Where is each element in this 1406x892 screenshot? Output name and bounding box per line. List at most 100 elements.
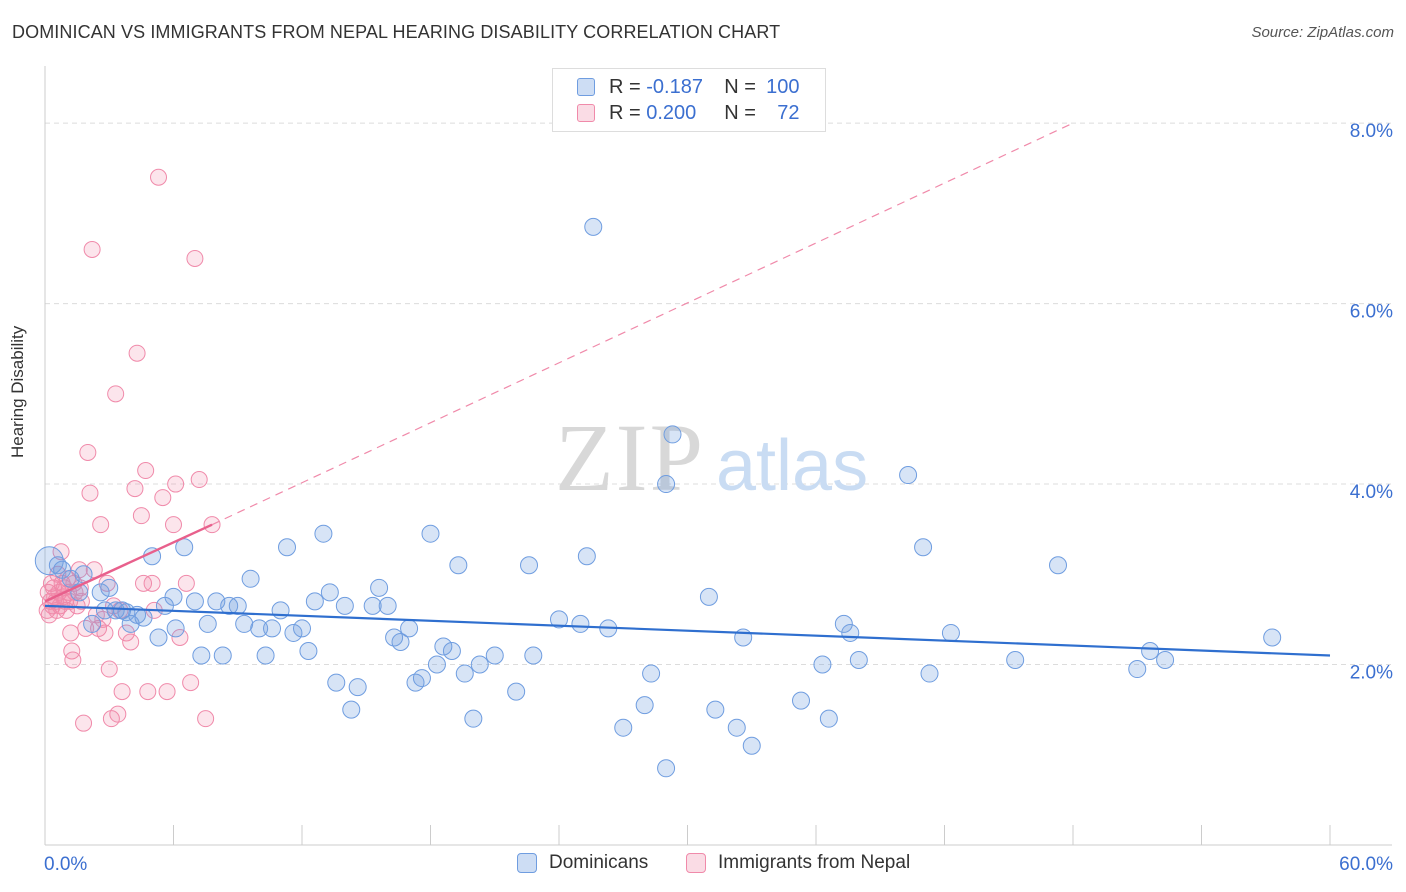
dominican-point: [834, 614, 853, 633]
nepal-point: [135, 574, 153, 592]
dominican-point: [83, 614, 102, 633]
dominican-point: [734, 628, 753, 647]
nepal-point: [150, 168, 168, 186]
nepal-point: [137, 462, 155, 480]
dominican-point: [314, 524, 333, 543]
dominican-point: [1156, 651, 1175, 670]
bottom-legend-label-nepal: Immigrants from Nepal: [718, 852, 911, 873]
nepal-points: [38, 168, 221, 732]
dominican-point: [550, 610, 568, 629]
nepal-point: [75, 714, 93, 732]
nepal-point: [94, 610, 112, 628]
nepal-point: [96, 624, 114, 642]
dominican-point: [642, 664, 661, 683]
x-tick-label-min: 0.0%: [44, 854, 87, 875]
dominican-point: [342, 700, 361, 719]
tick-labels: 2.0% 4.0% 6.0% 8.0% 0.0% 60.0%: [44, 121, 1393, 875]
dominican-point: [421, 524, 440, 543]
nepal-point: [126, 480, 144, 498]
dominican-point: [813, 655, 832, 674]
dominican-point: [657, 759, 676, 778]
legend-n-label: N =: [724, 75, 756, 98]
dominican-point: [235, 614, 254, 633]
nepal-trend-line: [44, 523, 213, 603]
dominican-point: [1128, 660, 1147, 679]
trend-lines: [44, 122, 1331, 657]
legend-n-value: 100: [766, 75, 800, 98]
nepal-point: [167, 475, 185, 493]
dominican-point: [727, 718, 746, 737]
legend-r-label: R =: [609, 101, 641, 124]
dominican-point: [284, 623, 303, 642]
legend-row-nepal: R = 0.200 N = 72: [577, 101, 800, 125]
legend-r-label: R =: [609, 75, 641, 98]
dominican-point: [385, 628, 404, 647]
nepal-point: [190, 471, 208, 489]
nepal-point: [64, 651, 82, 669]
nepal-point: [177, 574, 195, 592]
dominican-point: [100, 578, 119, 597]
nepal-point: [128, 344, 146, 362]
dominican-point: [400, 619, 419, 638]
dominican-point: [192, 646, 211, 665]
dominican-point: [164, 587, 183, 606]
dominican-point: [348, 678, 367, 697]
dominican-point: [412, 669, 431, 688]
nepal-point: [117, 624, 135, 642]
dominican-point: [663, 425, 682, 444]
dominican-point: [228, 596, 247, 615]
dominican-point: [524, 646, 543, 665]
dominican-point: [706, 700, 725, 719]
nepal-point: [139, 683, 157, 701]
nepal-point: [52, 543, 70, 561]
nepal-point: [79, 443, 97, 461]
nepal-point: [83, 240, 101, 258]
nepal-point: [92, 516, 110, 534]
legend-n-label: N =: [724, 101, 756, 124]
nepal-trend-extension: [211, 122, 1074, 526]
nepal-point: [109, 705, 127, 723]
dominican-point: [320, 583, 339, 602]
nepal-point: [154, 489, 172, 507]
dominican-point: [149, 628, 168, 647]
dominican-point: [1006, 651, 1025, 670]
dominican-point: [256, 646, 275, 665]
nepal-point: [182, 674, 200, 692]
dominican-point: [920, 664, 939, 683]
dominican-point: [584, 217, 603, 236]
dominican-point: [391, 632, 410, 651]
dominican-point: [370, 578, 389, 597]
nepal-point: [62, 624, 80, 642]
dominican-point: [91, 583, 110, 602]
dominican-point: [406, 673, 425, 692]
bottom-legend-swatch-pink: [686, 853, 706, 873]
nepal-point: [53, 574, 71, 592]
nepal-point: [113, 683, 131, 701]
legend-r-value: -0.187: [646, 75, 703, 98]
dominican-point: [849, 651, 868, 670]
nepal-point: [100, 660, 118, 678]
nepal-point: [158, 683, 176, 701]
nepal-point: [72, 592, 90, 610]
dominican-point: [507, 682, 526, 701]
dominican-points: [34, 217, 1282, 778]
nepal-point: [186, 249, 204, 267]
axes: [44, 66, 1392, 846]
bottom-legend-swatch-blue: [517, 853, 537, 873]
dominican-point: [278, 538, 297, 557]
dominican-point: [841, 623, 860, 642]
legend-n-value: 72: [777, 101, 800, 124]
dominican-point: [520, 556, 539, 575]
dominican-point: [1263, 628, 1282, 647]
dominican-point: [1141, 641, 1160, 660]
x-tick-label-max: 60.0%: [1339, 854, 1393, 875]
dominican-point: [899, 466, 918, 485]
bottom-legend-nepal: Immigrants from Nepal: [686, 852, 910, 874]
dominican-point: [442, 641, 461, 660]
dominican-point: [449, 556, 468, 575]
dominican-point: [485, 646, 504, 665]
dominican-point: [241, 569, 260, 588]
dominican-point: [455, 664, 474, 683]
dominican-point: [657, 475, 676, 494]
y-tick-label: 6.0%: [1350, 302, 1393, 323]
